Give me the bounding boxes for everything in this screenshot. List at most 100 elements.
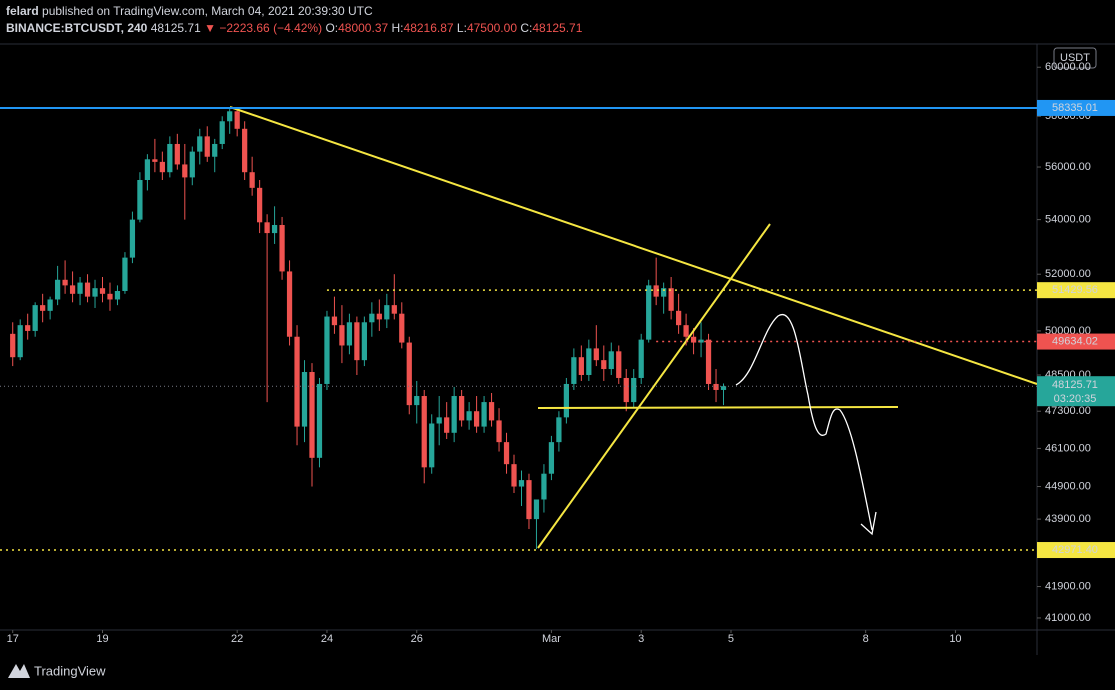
candle-body — [406, 342, 412, 406]
ohlc-value: 48000.37 — [338, 21, 389, 35]
candle-body — [541, 473, 547, 500]
level-label: 42971.40 — [1052, 544, 1098, 556]
candle-body — [159, 161, 165, 173]
candle-body — [257, 187, 263, 223]
change: −2223.66 (−4.42%) — [219, 21, 323, 35]
candle-body — [533, 499, 540, 520]
freehand-arrow — [735, 313, 877, 536]
y-tick-label: 56000.00 — [1045, 161, 1091, 173]
candle-body — [167, 143, 173, 173]
x-tick-label: 17 — [7, 633, 19, 645]
y-tick-label: 43900.00 — [1045, 513, 1091, 525]
ohlc-value: 48125.71 — [532, 21, 583, 35]
candle-body — [376, 313, 382, 320]
level-tag — [1037, 333, 1115, 350]
candle-body — [249, 172, 255, 188]
trend-line — [537, 223, 771, 549]
x-tick-label: 5 — [728, 633, 734, 645]
candle-body — [107, 293, 113, 300]
x-tick-label: 24 — [321, 633, 333, 645]
trend-line — [229, 106, 1038, 385]
x-tick-label: 22 — [231, 633, 243, 645]
x-tick-label: 8 — [863, 633, 869, 645]
candle-body — [25, 325, 31, 331]
candle-body — [511, 464, 517, 487]
candle-body — [720, 386, 727, 390]
candle-body — [631, 377, 637, 403]
candle-body — [286, 271, 293, 337]
candle-body — [698, 339, 704, 343]
level-label: 49634.02 — [1052, 335, 1098, 347]
level-tag — [1037, 282, 1115, 299]
candle-body — [219, 121, 225, 144]
level-tag — [1037, 542, 1115, 559]
y-tick-label: 47300.00 — [1045, 405, 1091, 417]
candle-body — [444, 417, 450, 433]
candle-body — [503, 442, 510, 465]
candle-body — [92, 288, 98, 297]
candle-body — [705, 339, 712, 384]
candle-body — [593, 348, 599, 361]
candle-body — [488, 402, 495, 421]
candle-body — [129, 219, 136, 258]
candle-body — [481, 402, 487, 427]
candle-body — [653, 285, 659, 297]
candle-body — [616, 351, 622, 378]
candle-body — [526, 480, 532, 520]
candle-body — [137, 180, 143, 220]
candle-body — [264, 222, 270, 234]
level-label: 58335.01 — [1052, 102, 1098, 114]
candle-body — [234, 111, 240, 129]
candle-body — [399, 313, 405, 343]
candle-body — [32, 305, 38, 331]
symbol: BINANCE:BTCUSDT, 240 — [6, 21, 148, 35]
candle-body — [144, 159, 151, 181]
candle-body — [601, 360, 607, 370]
candle-body — [638, 339, 644, 378]
candle-body — [152, 159, 158, 162]
candle-body — [608, 351, 614, 370]
candle-body — [182, 164, 188, 178]
candle-body — [586, 348, 592, 375]
candle-body — [354, 322, 360, 361]
last-price-label: 48125.71 — [1052, 379, 1098, 391]
last-price-tag — [1037, 376, 1115, 407]
candle-body — [271, 224, 278, 234]
candle-body — [548, 442, 555, 474]
ohlc-value: 48216.87 — [403, 21, 454, 35]
x-tick-label: 3 — [638, 633, 644, 645]
price: 48125.71 — [150, 21, 201, 35]
candle-body — [459, 396, 465, 421]
candle-body — [10, 333, 16, 358]
candle-body — [646, 285, 652, 340]
symbol-line: BINANCE:BTCUSDT, 240 48125.71 ▼ −2223.66… — [6, 21, 582, 35]
candle-body — [346, 322, 353, 346]
candle-body — [518, 480, 525, 487]
candle-body — [69, 285, 76, 294]
ohlc-label: L: — [456, 21, 467, 35]
candle-body — [421, 396, 427, 468]
author: felard — [6, 4, 39, 18]
candle-body — [556, 417, 562, 443]
candle-body — [675, 310, 682, 326]
candle-body — [301, 372, 308, 427]
logo — [8, 664, 30, 678]
candle-body — [339, 325, 345, 346]
candle-body — [84, 282, 91, 297]
candle-body — [309, 372, 315, 458]
y-tick-label: 41900.00 — [1045, 580, 1091, 592]
support-line — [537, 406, 899, 409]
candle-body — [713, 383, 719, 390]
candle-body — [331, 316, 338, 326]
candle-body — [414, 396, 420, 406]
candle-body — [294, 336, 300, 427]
candle-body — [279, 224, 285, 272]
candle-body — [99, 288, 106, 294]
y-tick-label: 46100.00 — [1045, 442, 1091, 454]
candle-body — [227, 111, 233, 122]
candle-body — [361, 322, 367, 361]
candle-body — [578, 357, 584, 375]
countdown-label: 03:20:35 — [1054, 393, 1097, 405]
candle-body — [212, 143, 218, 157]
